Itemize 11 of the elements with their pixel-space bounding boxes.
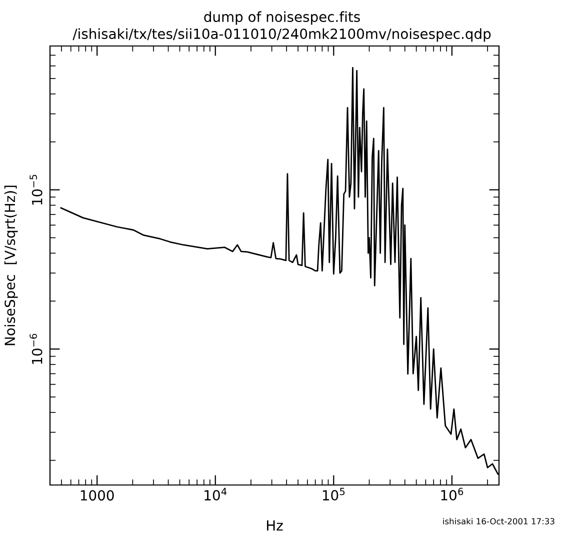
text: ishisaki 16-Oct-2001 17:33 bbox=[443, 518, 554, 524]
y-axis-title: NoiseSpec [V/sqrt(Hz)] bbox=[4, 186, 18, 346]
x-tick-label: 1000 bbox=[80, 490, 114, 501]
y-tick-label: 10$^{−5}$ bbox=[30, 174, 42, 205]
x-axis-title: Hz bbox=[266, 520, 283, 531]
x-tick-label: 10$^{6}$ bbox=[441, 488, 464, 501]
chart-title: dump of noisespec.fits bbox=[204, 11, 360, 25]
chart-subtitle: /ishisaki/tx/tes/sii10a-011010/240mk2100mv/noisespec.qdp bbox=[72, 28, 491, 42]
x-tick-label: 10$^{5}$ bbox=[322, 488, 345, 501]
x-tick-label: 10$^{4}$ bbox=[204, 488, 227, 501]
y-tick-label: 10$^{−6}$ bbox=[30, 334, 42, 364]
